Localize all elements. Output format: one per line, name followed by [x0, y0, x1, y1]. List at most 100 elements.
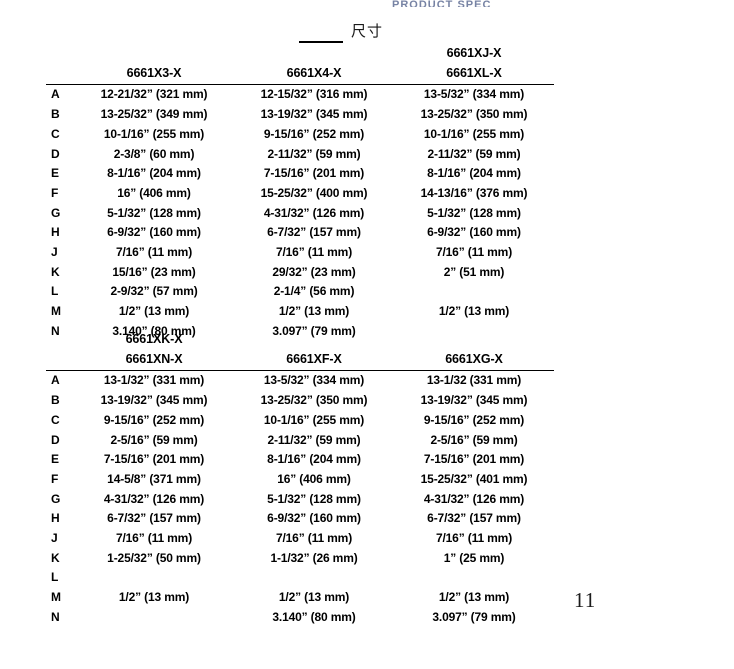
table-row: H 6-9/32” (160 mm) 6-7/32” (157 mm) 6-9/32”…: [46, 223, 554, 243]
model-column-header: 6661X4-X: [234, 63, 394, 86]
dimension-cell: 13-5/32” (334 mm): [423, 87, 525, 102]
dimension-cell: 13-5/32” (334 mm): [263, 373, 365, 388]
row-label: N: [51, 323, 60, 338]
dimension-cell: [74, 608, 234, 628]
table-row: B 13-19/32” (345 mm) 13-25/32” (350 mm) 13-…: [46, 391, 554, 411]
dimension-cell: 2-11/32” (59 mm): [267, 432, 361, 447]
table-row: M 1/2” (13 mm) 1/2” (13 mm) 1/2” (13 mm): [46, 302, 554, 322]
dimension-cell: 7/16” (11 mm): [275, 531, 353, 546]
table-row: D 2-5/16” (59 mm) 2-11/32” (59 mm) 2-5/16” …: [46, 431, 554, 451]
row-label: B: [51, 393, 60, 408]
model-column-header: 6661XF-X: [234, 349, 394, 372]
dimension-cell: 1/2” (13 mm): [438, 590, 510, 605]
dimension-cell: 15-25/32” (400 mm): [260, 185, 368, 200]
page-title-underline: [299, 41, 343, 43]
table-header-row: 6661XK-X: [46, 330, 554, 350]
row-label: J: [51, 531, 58, 546]
dimension-cell: 2-5/16” (59 mm): [430, 432, 518, 447]
row-label: J: [51, 245, 58, 260]
table-row: A 13-1/32” (331 mm) 13-5/32” (334 mm) 13-1/…: [46, 371, 554, 391]
dimension-cell: 16” (406 mm): [117, 185, 191, 200]
table-row: L: [46, 568, 554, 588]
table-row: C 9-15/16” (252 mm) 10-1/16” (255 mm) 9-15/…: [46, 411, 554, 431]
dimension-cell: [74, 568, 234, 588]
dimension-cell: 13-19/32” (345 mm): [100, 393, 208, 408]
dimension-cell: 16” (406 mm): [277, 471, 351, 486]
dimension-cell: 8-1/16” (204 mm): [427, 166, 521, 181]
row-label: N: [51, 609, 60, 624]
dimension-cell: 5-1/32” (128 mm): [107, 205, 201, 220]
dimension-cell: 7/16” (11 mm): [275, 245, 353, 260]
dimension-cell: 1/2” (13 mm): [118, 590, 190, 605]
dimension-cell: 1/2” (13 mm): [438, 304, 510, 319]
dimension-cell: 14-5/8” (371 mm): [107, 471, 201, 486]
dimension-cell: 5-1/32” (128 mm): [267, 491, 361, 506]
row-label-column-header: [46, 63, 74, 86]
dimension-cell: 10-1/16” (255 mm): [263, 412, 365, 427]
model-column-header: [394, 330, 554, 350]
table-row: M 1/2” (13 mm) 1/2” (13 mm) 1/2” (13 mm): [46, 588, 554, 608]
dimension-cell: 4-31/32” (126 mm): [103, 491, 205, 506]
table-row: D 2-3/8” (60 mm) 2-11/32” (59 mm) 2-11/32” …: [46, 145, 554, 165]
table-header-row: 6661X3-X 6661X4-X 6661XL-X: [46, 63, 554, 86]
table-row: C 10-1/16” (255 mm) 9-15/16” (252 mm) 10-1/…: [46, 125, 554, 145]
dimension-cell: 12-21/32” (321 mm): [100, 87, 208, 102]
table-body: A 12-21/32” (321 mm) 12-15/32” (316 mm) 13-…: [46, 85, 554, 342]
model-column-header: [234, 44, 394, 64]
row-label: L: [51, 284, 59, 299]
dimension-cell: 1-25/32” (50 mm): [107, 550, 201, 565]
dimension-cell: 7/16” (11 mm): [115, 245, 193, 260]
model-column-header: 6661XJ-X: [446, 46, 502, 60]
dimension-cell: 6-7/32” (157 mm): [267, 225, 361, 240]
dimension-cell: 10-1/16” (255 mm): [423, 126, 525, 141]
row-label: K: [51, 264, 60, 279]
dimension-cell: 7/16” (11 mm): [435, 531, 513, 546]
dimension-cell: [394, 282, 554, 302]
dimension-cell: 6-7/32” (157 mm): [107, 511, 201, 526]
table-row: E 8-1/16” (204 mm) 7-15/16” (201 mm) 8-1/16…: [46, 164, 554, 184]
row-label: E: [51, 452, 60, 467]
row-label: G: [51, 205, 61, 220]
dimension-cell: 7/16” (11 mm): [435, 245, 513, 260]
row-label: C: [51, 412, 60, 427]
table-row: G 5-1/32” (128 mm) 4-31/32” (126 mm) 5-1/32…: [46, 204, 554, 224]
dimension-cell: 1” (25 mm): [443, 550, 505, 565]
dimension-cell: 5-1/32” (128 mm): [427, 205, 521, 220]
dimension-cell: 1/2” (13 mm): [278, 590, 350, 605]
dimensions-table: 6661XK-X 6661XN-X 6661XF-X 6661XG-X A 13-1/32…: [46, 330, 554, 628]
dimension-cell: 7-15/16” (201 mm): [263, 166, 365, 181]
dimension-cell: [234, 568, 394, 588]
row-label: F: [51, 471, 59, 486]
table-row: G 4-31/32” (126 mm) 5-1/32” (128 mm) 4-31/3…: [46, 490, 554, 510]
table-row: E 7-15/16” (201 mm) 8-1/16” (204 mm) 7-15/1…: [46, 450, 554, 470]
row-label: H: [51, 225, 60, 240]
page-number: 11: [574, 588, 597, 612]
table-row: K 1-25/32” (50 mm) 1-1/32” (26 mm) 1” (25 m…: [46, 549, 554, 569]
row-label: L: [51, 570, 59, 585]
table-row: A 12-21/32” (321 mm) 12-15/32” (316 mm) 13-…: [46, 85, 554, 105]
dimension-cell: 7-15/16” (201 mm): [103, 452, 205, 467]
table-row: L 2-9/32” (57 mm) 2-1/4” (56 mm): [46, 282, 554, 302]
dimension-cell: 8-1/16” (204 mm): [267, 452, 361, 467]
row-label-column-header: [46, 349, 74, 372]
row-label-column-header: [46, 330, 74, 350]
dimension-cell: 9-15/16” (252 mm): [263, 126, 365, 141]
dimension-cell: 3.140” (80 mm): [272, 609, 356, 624]
row-label: H: [51, 511, 60, 526]
dimension-cell: 2-1/4” (56 mm): [273, 284, 355, 299]
dimension-cell: [394, 568, 554, 588]
top-edge-artifact-text: PRODUCT SPEC: [392, 0, 492, 7]
dimension-cell: 29/32” (23 mm): [272, 264, 356, 279]
dimension-cell: 1-1/32” (26 mm): [270, 550, 358, 565]
table-row: J 7/16” (11 mm) 7/16” (11 mm) 7/16” (11 mm): [46, 243, 554, 263]
dimension-cell: 3.097” (79 mm): [432, 609, 516, 624]
table-body: A 13-1/32” (331 mm) 13-5/32” (334 mm) 13-1/…: [46, 371, 554, 628]
table-header: 6661XK-X 6661XN-X 6661XF-X 6661XG-X: [46, 330, 554, 372]
table-row: N 3.140” (80 mm) 3.097” (79 mm): [46, 322, 554, 342]
model-column-header: 6661XN-X: [74, 349, 234, 372]
row-label: E: [51, 166, 60, 181]
dimension-cell: 4-31/32” (126 mm): [263, 205, 365, 220]
row-label: F: [51, 185, 59, 200]
dimension-cell: 2-9/32” (57 mm): [110, 284, 198, 299]
model-column-header: 6661X3-X: [74, 63, 234, 86]
